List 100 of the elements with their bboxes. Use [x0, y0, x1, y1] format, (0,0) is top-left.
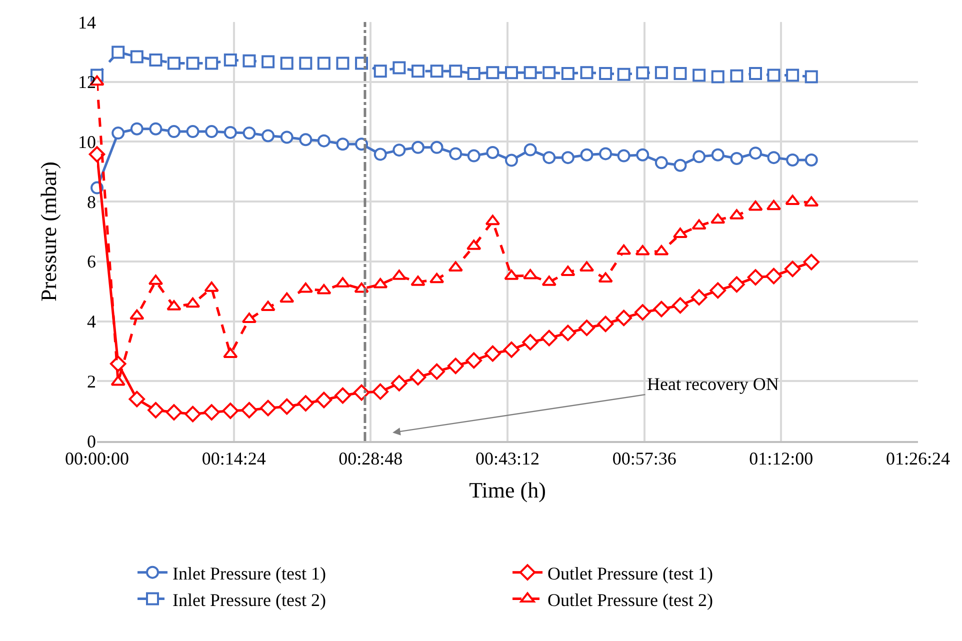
- point: [767, 151, 780, 164]
- legend-label: Outlet Pressure (test 2): [548, 590, 713, 610]
- point: [410, 276, 426, 286]
- point: [167, 56, 180, 70]
- y-tick-label: 2: [87, 371, 96, 392]
- point: [260, 300, 276, 311]
- point: [205, 125, 218, 138]
- point: [504, 270, 519, 280]
- point: [540, 330, 558, 346]
- point: [636, 148, 650, 162]
- point: [561, 66, 574, 80]
- point: [430, 64, 444, 78]
- point: [766, 200, 782, 210]
- point: [447, 358, 464, 374]
- point: [449, 147, 462, 160]
- point: [185, 297, 200, 308]
- point: [222, 402, 239, 419]
- point: [262, 129, 275, 142]
- point: [728, 276, 745, 293]
- point: [804, 196, 819, 207]
- point: [674, 66, 687, 80]
- point: [110, 356, 126, 372]
- point: [410, 369, 426, 386]
- point: [130, 122, 144, 136]
- point: [130, 50, 144, 64]
- point: [598, 272, 613, 283]
- y-axis-title: Pressure (mbar): [36, 162, 61, 302]
- point: [580, 148, 594, 162]
- point: [429, 272, 444, 284]
- point: [317, 134, 330, 148]
- point: [112, 126, 125, 140]
- point: [241, 402, 258, 418]
- point: [654, 156, 668, 170]
- point: [599, 147, 612, 160]
- y-tick-label: 4: [87, 312, 96, 332]
- x-tick-label: 00:43:12: [475, 448, 540, 468]
- point: [372, 383, 389, 400]
- point: [373, 278, 388, 288]
- x-axis-title: Time (h): [469, 478, 546, 503]
- point: [224, 126, 237, 139]
- point: [786, 68, 800, 82]
- point: [278, 398, 296, 415]
- point: [484, 345, 501, 362]
- point: [260, 400, 276, 416]
- point: [316, 392, 332, 408]
- point: [617, 68, 630, 81]
- point: [730, 152, 744, 165]
- point: [467, 66, 480, 80]
- point: [203, 404, 220, 420]
- legend-label: Outlet Pressure (test 1): [548, 563, 713, 584]
- point: [748, 200, 763, 211]
- y-tick-label: 10: [78, 132, 96, 152]
- point: [504, 154, 518, 167]
- point: [224, 54, 237, 67]
- point: [242, 126, 256, 140]
- point: [486, 146, 500, 159]
- point: [336, 56, 350, 70]
- point: [466, 240, 482, 250]
- point: [299, 56, 312, 70]
- point: [730, 69, 744, 82]
- point: [130, 309, 144, 320]
- point: [711, 148, 724, 162]
- point: [298, 282, 314, 293]
- y-tick-label: 6: [87, 252, 96, 272]
- point: [167, 125, 180, 138]
- point: [242, 54, 256, 68]
- point: [316, 284, 332, 294]
- point: [223, 348, 238, 358]
- point: [524, 143, 537, 156]
- y-tick-label: 8: [87, 192, 96, 212]
- point: [804, 153, 818, 166]
- x-tick-label: 01:12:00: [749, 448, 814, 468]
- point: [466, 352, 482, 369]
- point: [561, 151, 574, 164]
- point: [634, 304, 651, 320]
- point: [448, 261, 463, 272]
- point: [149, 122, 162, 136]
- point: [767, 68, 780, 82]
- point: [560, 324, 576, 342]
- point: [391, 375, 408, 392]
- point: [166, 404, 182, 420]
- point: [674, 158, 687, 172]
- point: [578, 320, 595, 336]
- point: [542, 151, 556, 164]
- point: [262, 55, 275, 68]
- point: [298, 395, 314, 412]
- point: [599, 66, 612, 80]
- point: [430, 140, 444, 154]
- point: [336, 138, 350, 151]
- point: [449, 64, 462, 78]
- x-tick-label: 00:14:24: [202, 448, 266, 468]
- y-tick-label: 12: [78, 72, 96, 92]
- x-tick-label: 00:57:36: [612, 448, 676, 468]
- x-tick-label: 00:28:48: [338, 448, 403, 468]
- point: [524, 66, 537, 80]
- point: [184, 406, 201, 422]
- point: [560, 266, 576, 276]
- point: [149, 54, 162, 67]
- point: [411, 140, 424, 154]
- point: [280, 130, 294, 144]
